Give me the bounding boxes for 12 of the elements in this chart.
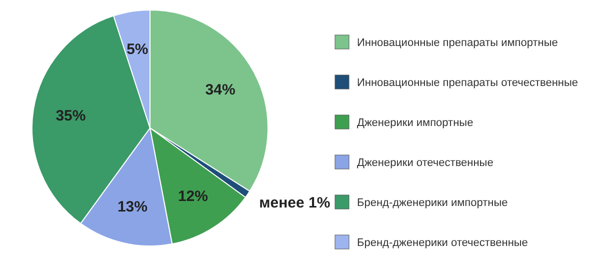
legend-label: Бренд-дженерики отечественные — [357, 236, 528, 249]
legend-label: Бренд-дженерики импортные — [357, 196, 508, 209]
data-label: 35% — [56, 108, 86, 125]
data-label: 13% — [117, 198, 148, 216]
legend-label: Инновационные препараты импортные — [357, 36, 558, 49]
data-label: 5% — [126, 41, 148, 58]
data-label: 12% — [178, 188, 208, 205]
data-label: 34% — [205, 82, 236, 99]
data-label: менее 1% — [259, 194, 330, 212]
legend-label: Дженерики отечественные — [357, 156, 494, 169]
legend-label: Инновационные препараты отечественные — [357, 76, 578, 89]
legend-label: Дженерики импортные — [357, 116, 474, 129]
